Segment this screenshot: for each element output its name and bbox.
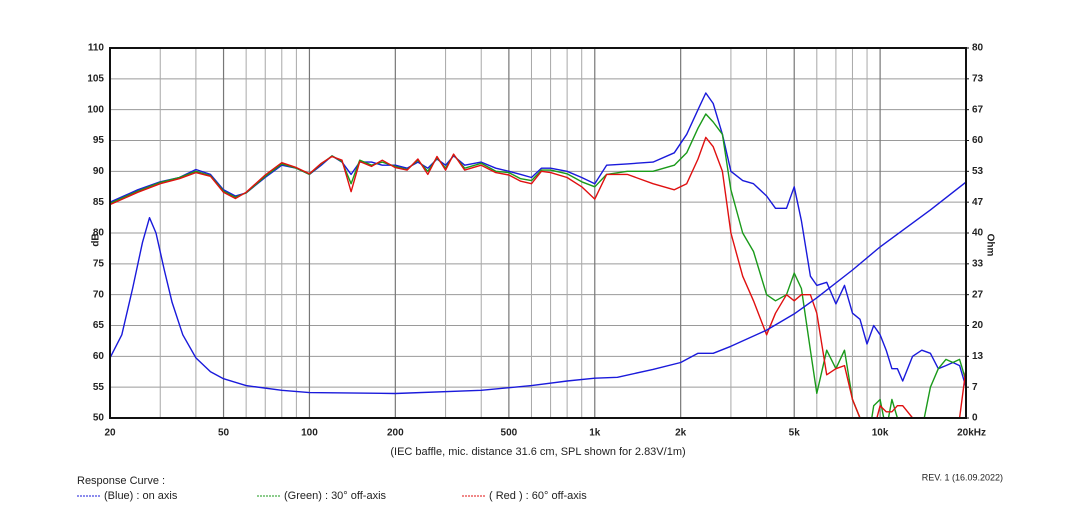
y2-tick-label: 47 bbox=[972, 197, 984, 208]
x-tick-label: 20kHz bbox=[957, 428, 986, 439]
legend-title: Response Curve : bbox=[77, 475, 165, 487]
y-tick-label: 70 bbox=[93, 289, 105, 300]
y-tick-label: 100 bbox=[87, 104, 104, 115]
x-tick-label: 2k bbox=[675, 428, 687, 439]
y-tick-label: 50 bbox=[93, 413, 105, 424]
x-tick-label: 5k bbox=[789, 428, 801, 439]
y2-tick-label: 13 bbox=[972, 351, 984, 362]
y-tick-label: 90 bbox=[93, 166, 105, 177]
curves bbox=[110, 92, 966, 418]
y2-axis-label: Ohm bbox=[984, 234, 995, 257]
legend: (Blue) : on axis (Green) : 30° off-axis ( … bbox=[77, 490, 587, 502]
y2-tick-label: 80 bbox=[972, 43, 984, 54]
x-tick-label: 1k bbox=[589, 428, 601, 439]
y-tick-label: 80 bbox=[93, 228, 105, 239]
y2-tick-label: 0 bbox=[972, 413, 978, 424]
legend-label: (Blue) : on axis bbox=[104, 490, 178, 502]
x-tick-label: 100 bbox=[301, 428, 318, 439]
y-tick-label: 110 bbox=[88, 43, 105, 54]
y-tick-label: 60 bbox=[93, 351, 105, 362]
plot-frame bbox=[109, 47, 967, 419]
y-tick-label: 105 bbox=[87, 73, 104, 84]
revision: REV. 1 (16.09.2022) bbox=[922, 472, 1003, 482]
x-tick-label: 20 bbox=[104, 428, 116, 439]
y-tick-label: 75 bbox=[93, 258, 105, 269]
y2-tick-label: 40 bbox=[972, 228, 984, 239]
caption: (IEC baffle, mic. distance 31.6 cm, SPL … bbox=[390, 446, 685, 458]
y-axis-label: dB bbox=[91, 233, 102, 246]
legend-label: (Green) : 30° off-axis bbox=[284, 490, 387, 502]
impedance-curve bbox=[110, 181, 966, 395]
legend-label: ( Red ) : 60° off-axis bbox=[489, 490, 587, 502]
spl-curve bbox=[110, 136, 966, 418]
y2-tick-label: 67 bbox=[972, 104, 984, 115]
y-tick-label: 85 bbox=[93, 197, 105, 208]
y2-tick-label: 33 bbox=[972, 258, 984, 269]
x-tick-label: 200 bbox=[387, 428, 404, 439]
y2-tick-label: 53 bbox=[972, 166, 984, 177]
y-tick-label: 95 bbox=[93, 135, 105, 146]
y2-tick-label: 73 bbox=[972, 73, 984, 84]
y-tick-label: 55 bbox=[93, 382, 105, 393]
y2-tick-label: 20 bbox=[972, 320, 984, 331]
y2-tick-label: 60 bbox=[972, 135, 984, 146]
x-tick-label: 10k bbox=[872, 428, 889, 439]
x-tick-label: 50 bbox=[218, 428, 230, 439]
y2-tick-label: 7 bbox=[972, 382, 978, 393]
y-tick-label: 65 bbox=[93, 320, 105, 331]
x-tick-label: 500 bbox=[501, 428, 518, 439]
y2-tick-label: 27 bbox=[972, 289, 984, 300]
